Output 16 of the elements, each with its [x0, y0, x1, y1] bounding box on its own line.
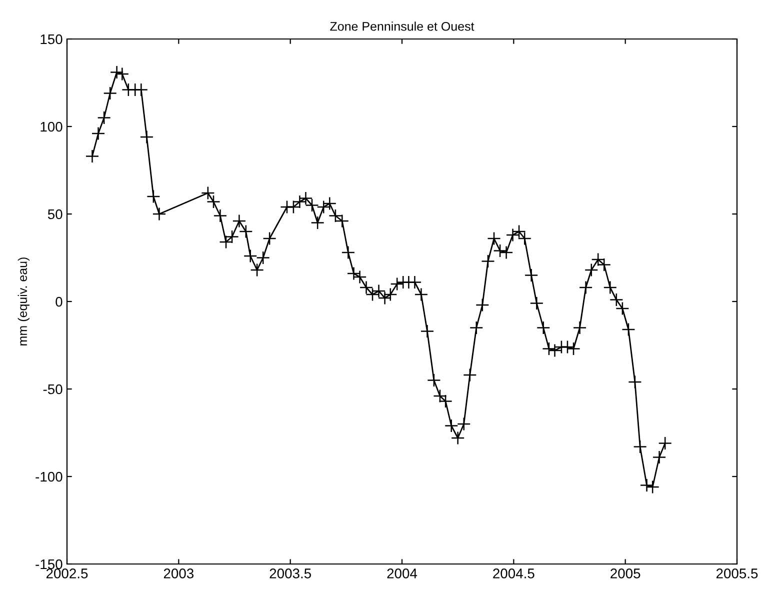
x-tick-label: 2003.5 — [270, 568, 311, 578]
x-tick-label: 2005.5 — [716, 568, 758, 578]
x-tick-label: 2004.5 — [493, 568, 534, 578]
y-tick-label: 150 — [40, 34, 62, 44]
y-tick-label: 0 — [56, 296, 62, 307]
y-axis-title: mm (equiv. eau) — [18, 258, 30, 346]
y-tick-label: -50 — [43, 384, 62, 394]
chart-title: Zone Penninsule et Ouest — [330, 22, 474, 31]
x-tick-label: 2003 — [164, 568, 194, 578]
y-tick-label: -150 — [36, 559, 62, 570]
y-tick-label: 100 — [40, 122, 62, 132]
x-tick-label: 2002.5 — [46, 568, 88, 578]
y-tick-label: 50 — [48, 209, 62, 220]
y-tick-label: -100 — [36, 472, 62, 482]
x-tick-label: 2004 — [387, 568, 418, 578]
x-tick-label: 2005 — [610, 568, 640, 578]
